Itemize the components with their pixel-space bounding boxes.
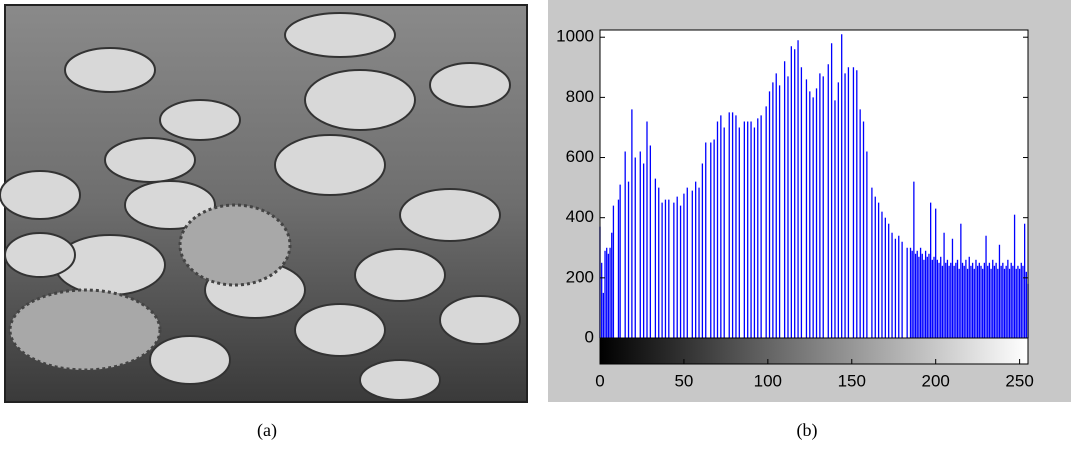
y-tick-label: 1000: [556, 27, 594, 46]
photo: [0, 4, 528, 403]
y-tick-label: 800: [566, 87, 594, 106]
y-tick-label: 400: [566, 207, 594, 226]
x-tick-label: 150: [838, 371, 866, 390]
axes-box: [599, 29, 1029, 339]
y-tick-label: 600: [566, 147, 594, 166]
x-tick-label: 200: [921, 371, 949, 390]
y-tick-label: 200: [566, 267, 594, 286]
x-tick-label: 50: [674, 371, 693, 390]
grayscale-bar: [599, 337, 1029, 365]
caption: (a): [257, 420, 277, 441]
x-tick-label: 100: [754, 371, 782, 390]
plot-area: [600, 30, 1028, 338]
y-tick-label: 0: [585, 327, 594, 346]
caption: (b): [797, 420, 818, 441]
x-tick-label: 0: [595, 371, 604, 390]
x-tick-label: 250: [1005, 371, 1033, 390]
